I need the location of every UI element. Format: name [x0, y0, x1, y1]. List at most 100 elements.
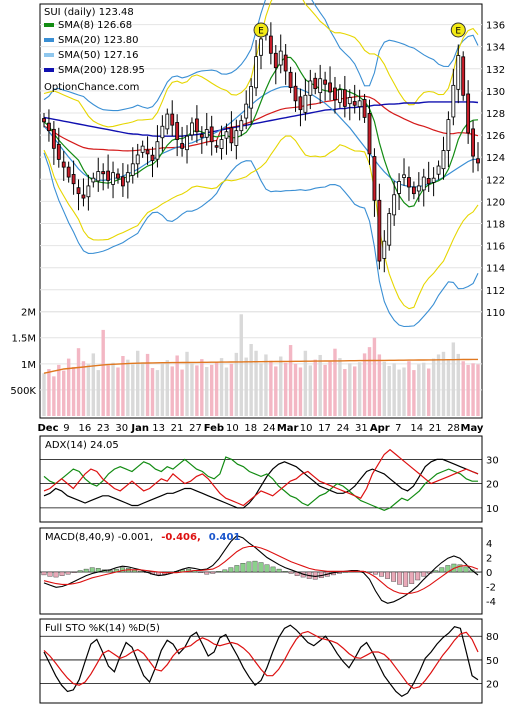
candle-body: [219, 139, 224, 149]
macd-tick-label: 2: [486, 553, 492, 564]
candle-body: [190, 122, 194, 136]
macd-histogram-bar: [276, 568, 282, 573]
legend-swatch: [44, 38, 54, 42]
candle-body: [372, 156, 377, 201]
price-tick-label: 122: [486, 175, 505, 186]
volume-bar: [328, 361, 332, 416]
volume-bars: [42, 314, 480, 416]
price-tick-label: 132: [486, 65, 505, 76]
x-tick-label: 27: [189, 423, 202, 434]
volume-bar: [200, 359, 204, 416]
candle-body: [47, 122, 51, 132]
candle-body: [387, 213, 392, 246]
x-tick-label: Mar: [277, 423, 299, 434]
candle-body: [51, 128, 56, 149]
candle-body: [392, 194, 397, 216]
volume-bar: [185, 351, 189, 416]
volume-bar: [367, 347, 372, 416]
volume-bar: [155, 370, 160, 416]
price-tick-label: 114: [486, 264, 505, 275]
price-tick-label: 110: [486, 308, 505, 319]
macd-histogram-bar: [258, 562, 264, 573]
x-tick-label: Apr: [370, 423, 390, 434]
x-tick-label: May: [461, 423, 484, 434]
volume-bar: [160, 363, 165, 416]
candle-body: [441, 150, 446, 170]
candle-body: [106, 170, 111, 181]
volume-bar: [308, 365, 313, 416]
candle-body: [431, 177, 436, 183]
volume-bar: [269, 360, 273, 416]
candle-body: [461, 56, 466, 96]
earnings-marker: [253, 22, 269, 38]
candle-body: [451, 84, 456, 118]
volume-bar: [86, 364, 91, 416]
candle-body: [101, 171, 106, 175]
candle-body: [293, 85, 298, 102]
volume-bar: [352, 366, 357, 416]
x-tick-label: 24: [263, 423, 276, 434]
candle-body: [328, 82, 332, 93]
macd-histogram-bar: [41, 571, 47, 576]
volume-bar: [382, 361, 387, 416]
macd-histogram-bar: [373, 571, 378, 575]
macd-histogram-bar: [53, 571, 59, 578]
price-tick-label: 130: [486, 87, 505, 98]
macd-histogram-bar: [457, 564, 463, 573]
volume-bar: [426, 368, 431, 416]
macd-histogram-bar: [391, 571, 397, 582]
x-tick-label: 30: [115, 423, 128, 434]
legend-swatch: [44, 23, 54, 27]
price-tick-label: 116: [486, 242, 505, 253]
volume-bar: [407, 361, 411, 416]
bollinger-lower-line: [43, 152, 479, 328]
candle-body: [382, 240, 387, 259]
volume-bar: [461, 361, 465, 416]
volume-bar: [195, 365, 199, 416]
macd-axis-ticks: -4 -2 0 2 4: [486, 539, 496, 608]
candle-body: [204, 129, 209, 138]
adx-gridlines: [40, 458, 482, 509]
volume-bar: [422, 362, 426, 416]
price-tick-label: 120: [486, 197, 505, 208]
candle-body: [76, 187, 81, 195]
candle-body: [476, 158, 480, 164]
candle-body: [81, 194, 86, 199]
legend-swatch: [44, 68, 54, 72]
volume-bar: [111, 362, 115, 416]
price-tick-label: 124: [486, 153, 505, 164]
candle-body: [333, 87, 337, 101]
panel-tick-label: 20: [486, 480, 499, 491]
candle-body: [239, 120, 244, 132]
volume-bar: [451, 342, 456, 416]
macd-histogram-bar: [228, 567, 234, 573]
candle-body: [377, 199, 382, 262]
volume-bar: [333, 348, 337, 416]
volume-bar: [476, 364, 480, 416]
volume-bar: [392, 363, 396, 416]
price-tick-label: 118: [486, 219, 505, 230]
candle-body: [273, 52, 278, 69]
candle-body: [86, 185, 91, 198]
x-tick-label: 7: [395, 423, 401, 434]
volume-bar: [106, 365, 110, 416]
macd-histogram-bar: [89, 567, 95, 573]
x-tick-label: 23: [97, 423, 110, 434]
envelope-lower-line: [43, 135, 479, 310]
panel-tick-label: 50: [486, 656, 499, 667]
macd-value: -0.406,: [161, 532, 201, 543]
x-tick-label: 21: [171, 423, 184, 434]
volume-bar: [126, 359, 130, 416]
macd-signal-line: [43, 545, 479, 595]
candle-body: [229, 127, 234, 144]
macd-histogram-bar: [270, 566, 276, 573]
macd-tick-label: -4: [486, 597, 496, 608]
x-tick-label: 24: [337, 423, 350, 434]
adx-panel: 10 20 30 ADX(14) 24.05: [39, 435, 499, 523]
candle-body: [209, 126, 214, 143]
candle-body: [367, 113, 372, 155]
macd-histogram-bar: [59, 571, 65, 576]
x-tick-label: 14: [410, 423, 423, 434]
